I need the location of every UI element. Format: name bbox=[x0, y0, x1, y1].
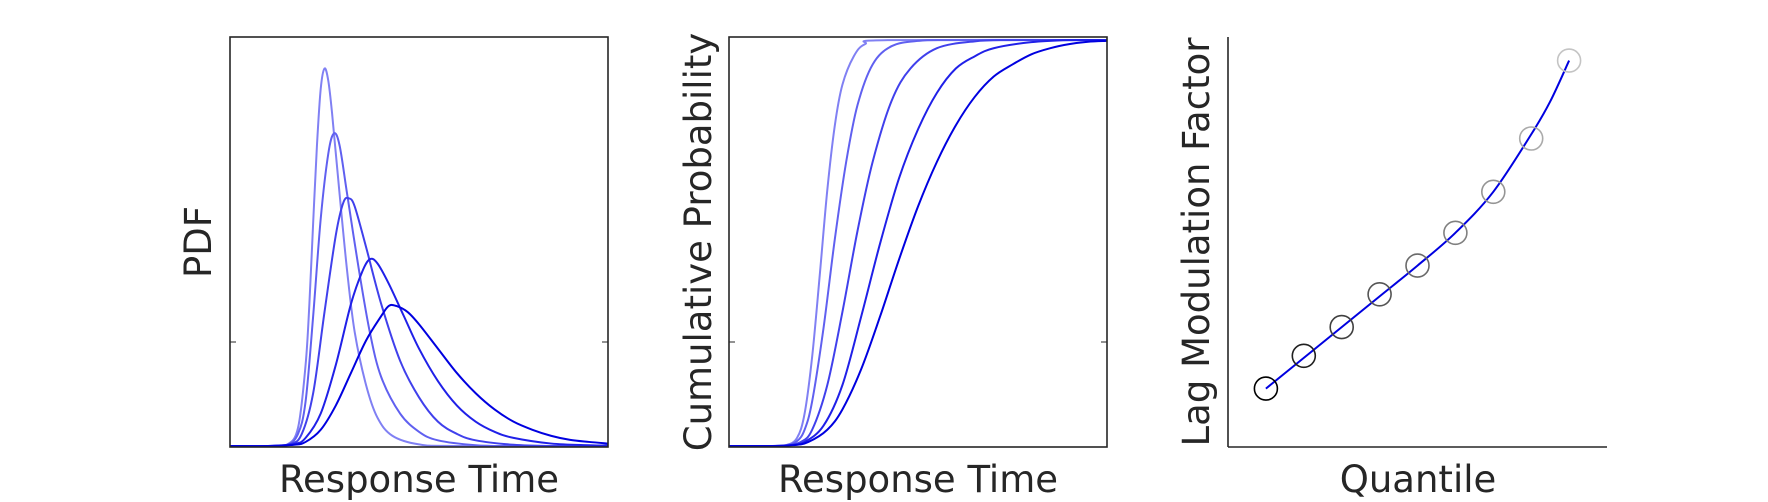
cdf-series-line-4 bbox=[728, 38, 1108, 448]
pdf-series-group bbox=[229, 67, 609, 448]
lag-point-marker bbox=[1518, 126, 1544, 151]
pdf-y-axis-label: PDF bbox=[177, 206, 220, 278]
lag-point-marker bbox=[1481, 179, 1506, 205]
lag-fit-line bbox=[1265, 60, 1571, 390]
lag-series-group bbox=[1253, 48, 1582, 401]
pdf-series-line-2 bbox=[229, 132, 609, 448]
cdf-series-group bbox=[728, 38, 1108, 448]
lag-point-marker bbox=[1291, 343, 1317, 369]
cdf-axes-box bbox=[728, 36, 1108, 448]
lag-y-axis-label: Lag Modulation Factor bbox=[1175, 37, 1218, 447]
pdf-series-line-1 bbox=[229, 67, 609, 448]
pdf-x-axis-label: Response Time bbox=[279, 458, 559, 501]
lag-point-marker bbox=[1405, 253, 1430, 278]
lag-point-marker bbox=[1329, 314, 1354, 340]
cdf-series-line-1 bbox=[728, 38, 1108, 448]
pdf-series-line-4 bbox=[229, 257, 609, 448]
pdf-axes-box bbox=[229, 36, 609, 448]
cdf-x-axis-label: Response Time bbox=[778, 458, 1058, 501]
cdf-series-line-2 bbox=[728, 39, 1108, 448]
pdf-series-line-5 bbox=[229, 303, 609, 448]
cdf-y-axis-label: Cumulative Probability bbox=[677, 33, 720, 452]
cdf-series-line-5 bbox=[728, 39, 1108, 448]
lag-point-marker bbox=[1443, 220, 1468, 246]
lag-point-marker bbox=[1556, 48, 1582, 73]
panel-cdf: Response Time Cumulative Probability bbox=[677, 33, 1108, 501]
cdf-series-line-3 bbox=[728, 39, 1108, 448]
panel-pdf: Response Time PDF bbox=[177, 36, 609, 501]
lag-x-axis-label: Quantile bbox=[1340, 458, 1497, 501]
lag-point-marker bbox=[1253, 376, 1279, 401]
panel-lag: Quantile Lag Modulation Factor bbox=[1175, 37, 1607, 501]
lag-point-marker bbox=[1367, 281, 1392, 307]
pdf-series-line-3 bbox=[229, 196, 609, 448]
